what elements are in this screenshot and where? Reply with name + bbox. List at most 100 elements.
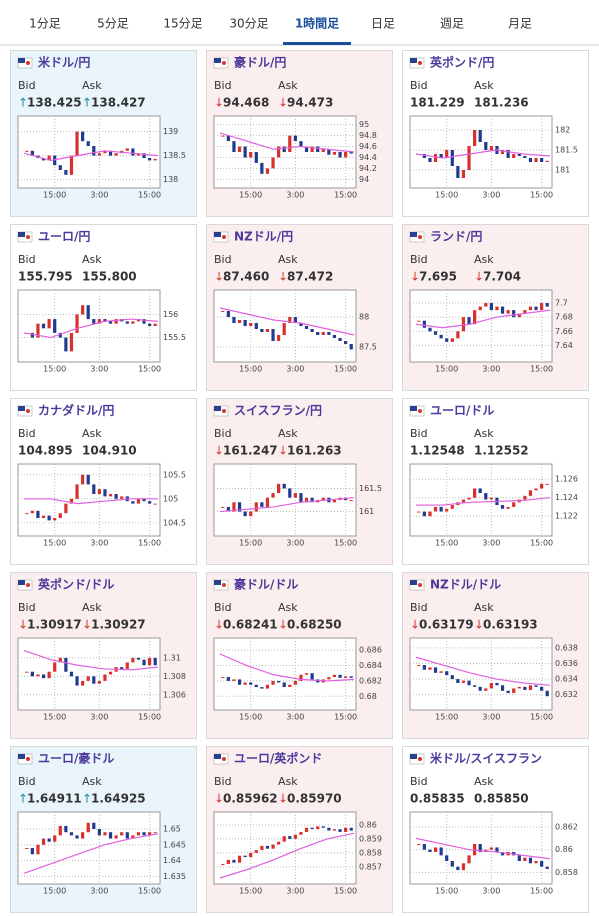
pair-name[interactable]: 米ドル/円 — [38, 55, 90, 70]
pair-name[interactable]: 米ドル/スイスフラン — [430, 751, 542, 766]
candle — [30, 848, 34, 855]
chart-frame — [17, 115, 161, 189]
candle — [456, 331, 460, 339]
pair-name[interactable]: ランド/円 — [430, 230, 482, 244]
tab[interactable]: 15分足 — [163, 17, 202, 31]
candle — [517, 313, 521, 318]
candle — [221, 864, 225, 866]
candle — [484, 688, 488, 691]
tab[interactable]: 30分足 — [229, 17, 268, 31]
flag — [18, 58, 25, 63]
candle — [500, 306, 505, 314]
pair-name[interactable]: 豪ドル/円 — [234, 55, 286, 70]
candle — [304, 146, 309, 152]
candle — [517, 686, 521, 689]
candle — [47, 515, 51, 521]
candle — [467, 855, 471, 864]
candle — [288, 684, 292, 688]
flag — [410, 58, 417, 63]
x-tick-label: 15:00 — [334, 365, 357, 374]
candle — [506, 310, 510, 314]
tab[interactable]: 1時間足 — [295, 16, 339, 31]
y-tick-label: 161 — [359, 507, 374, 516]
pair-name[interactable]: ユーロ/円 — [38, 230, 90, 244]
ask-value: 104.910 — [82, 444, 137, 458]
bid-arrow: ↓ — [214, 792, 224, 806]
candle — [221, 506, 225, 508]
y-tick-label: 1.635 — [163, 872, 186, 881]
candle — [265, 497, 270, 507]
tab[interactable]: 週足 — [440, 17, 464, 31]
ask-arrow: ↓ — [278, 270, 288, 284]
x-tick-label: 15:00 — [239, 191, 262, 200]
pair-name[interactable]: 英ポンド/円 — [430, 55, 494, 70]
candle — [103, 489, 107, 497]
candle — [445, 855, 449, 862]
pair-name[interactable]: スイスフラン/円 — [234, 404, 322, 418]
candle — [120, 667, 124, 669]
candle — [428, 667, 432, 670]
active-tab-underline — [283, 42, 351, 45]
ask-label: Ask — [278, 427, 298, 440]
bid-value: 161.247 — [223, 444, 278, 458]
candle — [478, 686, 482, 691]
pair-name[interactable]: NZドル/ドル — [430, 578, 501, 592]
candle — [484, 303, 488, 307]
candle — [540, 483, 544, 489]
candle — [288, 135, 292, 152]
pair-name[interactable]: 豪ドル/ドル — [234, 577, 298, 592]
candle — [265, 684, 270, 689]
candle — [226, 311, 230, 317]
candle — [540, 158, 544, 162]
tab[interactable]: 日足 — [371, 17, 395, 31]
candle — [433, 847, 438, 852]
tab[interactable]: 月足 — [508, 17, 532, 31]
candle — [25, 848, 29, 849]
candle — [445, 150, 449, 158]
moving-average — [415, 149, 551, 159]
candle — [114, 319, 118, 324]
candle — [108, 321, 113, 324]
flag — [26, 235, 30, 239]
pair-name[interactable]: ユーロ/ドル — [430, 404, 494, 418]
tab[interactable]: 1分足 — [29, 17, 61, 31]
candle — [299, 323, 303, 326]
flag — [410, 406, 417, 411]
candle — [243, 855, 247, 858]
candle — [243, 511, 247, 517]
candle — [321, 332, 325, 335]
y-tick-label: 182 — [555, 126, 570, 135]
pair-name[interactable]: カナダドル/円 — [38, 403, 114, 418]
x-tick-label: 3:00 — [482, 887, 500, 896]
bid-label: Bid — [410, 601, 428, 614]
candle — [332, 152, 337, 155]
moving-average — [23, 649, 159, 671]
ask-label: Ask — [82, 601, 102, 614]
candle — [153, 503, 157, 505]
y-tick-label: 0.634 — [555, 675, 578, 684]
flag — [18, 754, 25, 759]
y-tick-label: 1.64 — [163, 856, 181, 865]
pair-name[interactable]: ユーロ/英ポンド — [234, 751, 322, 766]
candle — [327, 332, 331, 335]
y-tick-label: 94.4 — [359, 153, 377, 162]
pair-name[interactable]: ユーロ/豪ドル — [38, 751, 114, 766]
pair-name[interactable]: NZドル/円 — [234, 230, 293, 244]
y-tick-label: 161.5 — [359, 484, 382, 493]
bid-arrow: ↓ — [410, 270, 420, 284]
x-tick-label: 15:00 — [138, 887, 161, 896]
candle — [81, 832, 85, 839]
flag — [214, 58, 221, 63]
candle — [69, 498, 74, 504]
ask-arrow: ↓ — [474, 270, 484, 284]
ask-value: 0.85970 — [287, 792, 342, 806]
candle — [103, 674, 107, 681]
candle — [500, 150, 505, 154]
moving-average — [23, 150, 159, 162]
candle — [75, 835, 79, 839]
y-tick-label: 139 — [163, 127, 178, 136]
candle — [344, 827, 348, 832]
tab[interactable]: 5分足 — [97, 17, 129, 31]
pair-name[interactable]: 英ポンド/ドル — [38, 577, 114, 592]
y-tick-label: 0.638 — [555, 643, 578, 652]
